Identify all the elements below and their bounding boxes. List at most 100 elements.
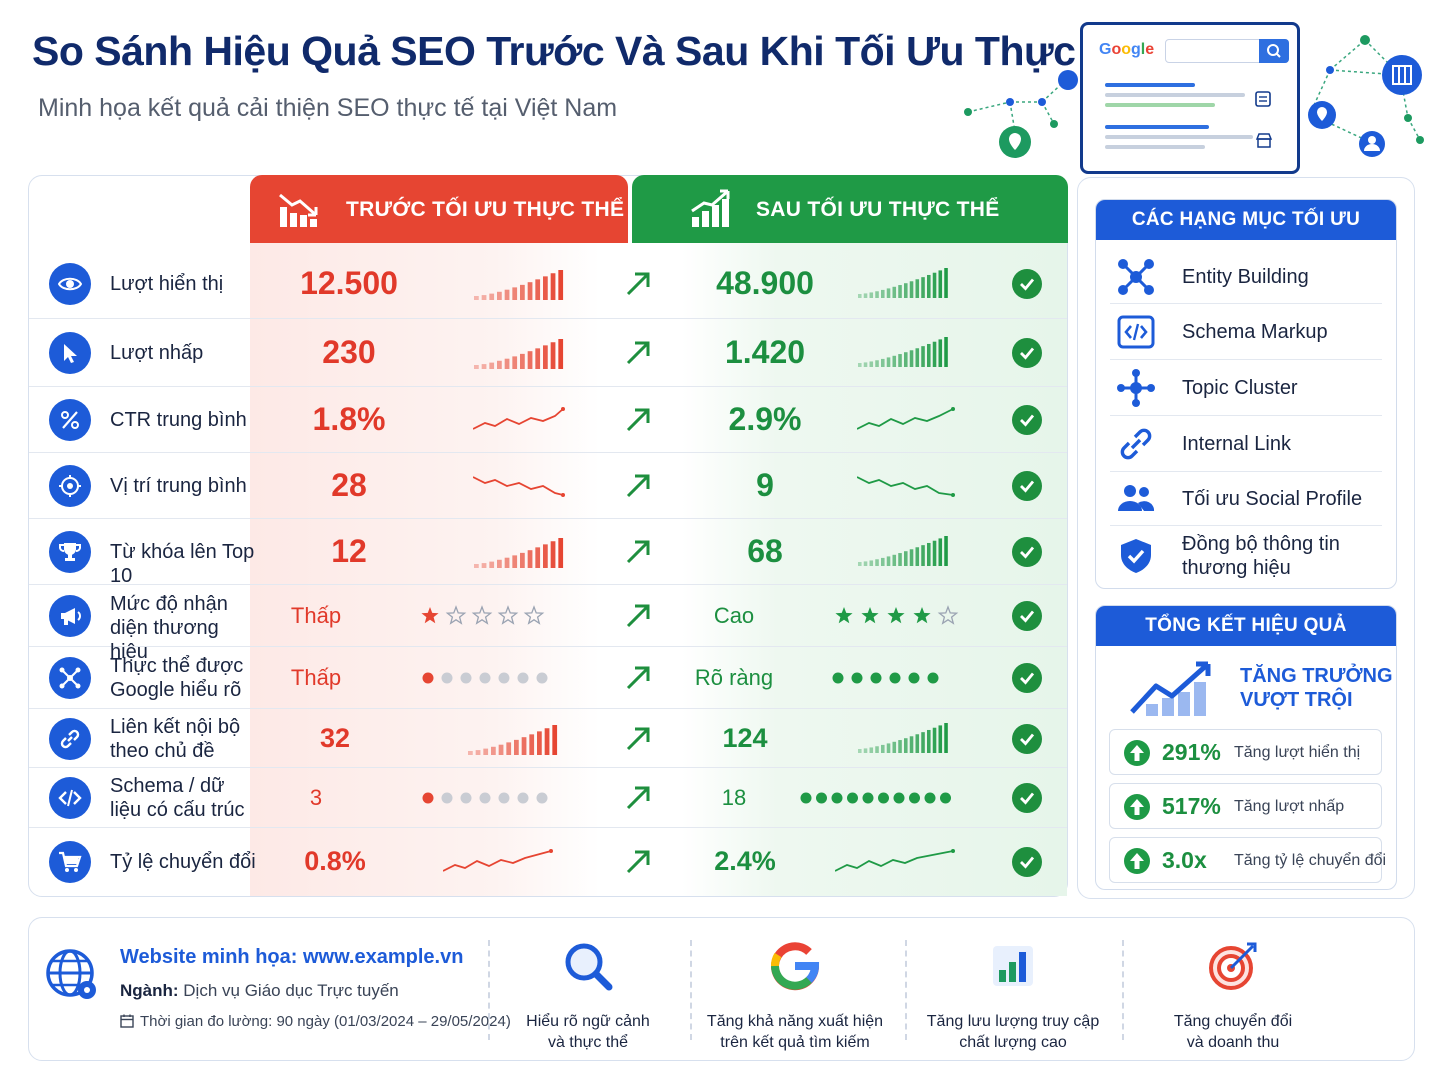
- trend-arrow-icon: [626, 341, 650, 365]
- eye-icon: [49, 263, 91, 305]
- metric-label: Lượt nhấp: [110, 342, 204, 364]
- users-icon: [1118, 485, 1155, 511]
- line-sparkline: [473, 407, 565, 430]
- trend-arrow-icon: [626, 474, 650, 498]
- search-icon: [565, 943, 613, 991]
- before-value: 230: [322, 334, 376, 370]
- after-value: Cao: [713, 603, 755, 628]
- code-icon: [1117, 315, 1155, 349]
- page-title: So Sánh Hiệu Quả SEO Trước Và Sau Khi Tố…: [32, 28, 1158, 74]
- after-value: 9: [756, 467, 774, 503]
- bar-sparkline: [474, 339, 564, 369]
- stat-label: Tăng lượt hiển thị: [1234, 744, 1361, 761]
- metric-label: Từ khóa lên Top 10: [110, 541, 255, 587]
- metric-label: CTR trung bình: [110, 409, 247, 431]
- bar-sparkline: [858, 722, 948, 753]
- after-header-title: SAU TỐI ƯU THỰC THỂ: [756, 198, 1000, 221]
- check-icon: [1012, 601, 1042, 631]
- category-label: Đồng bộ thông tin thương hiệu: [1182, 533, 1340, 579]
- google-search-window: Google: [1080, 22, 1300, 174]
- category-label: Entity Building: [1182, 266, 1309, 288]
- after-value: 1.420: [724, 334, 806, 370]
- check-icon: [1012, 537, 1042, 567]
- category-item: Internal Link: [1110, 416, 1382, 472]
- table-row: Từ khóa lên Top 10 12 68: [29, 519, 1067, 587]
- summary-stat: 291% Tăng lượt hiển thị: [1109, 729, 1382, 775]
- metric-label: Lượt hiển thị: [110, 273, 224, 295]
- line-sparkline: [443, 849, 553, 872]
- table-row: Lượt nhấp 230 1.420: [29, 319, 1067, 387]
- metric-label: Schema / dữ liệu có cấu trúc: [110, 775, 245, 821]
- before-header-title: TRƯỚC TỐI ƯU THỰC THỂ: [346, 198, 625, 221]
- table-row: Thực thể được Google hiểu rõ Thấp Rõ ràng: [29, 647, 1067, 709]
- after-column-bg: [682, 243, 1067, 896]
- after-value: Rõ ràng: [694, 665, 774, 690]
- growth-title: TĂNG TRƯỞNG VƯỢT TRỘI: [1240, 665, 1393, 711]
- feature-visibility: Tăng khả năng xuất hiện trên kết quả tìm …: [700, 940, 890, 1053]
- category-label: Topic Cluster: [1182, 377, 1298, 399]
- after-value: 2.9%: [728, 401, 802, 437]
- globe-icon: [46, 949, 96, 999]
- check-icon: [1012, 338, 1042, 368]
- feature-traffic: Tăng lưu lượng truy cập chất lượng cao: [918, 940, 1108, 1053]
- star-rating: [835, 605, 959, 625]
- percent-icon: [49, 399, 91, 441]
- metric-label: Mức độ nhận diện thương hiệu: [110, 593, 228, 663]
- check-icon: [1012, 471, 1042, 501]
- feature-conversion: Tăng chuyển đổi và doanh thu: [1138, 940, 1328, 1053]
- google-icon: [771, 942, 820, 991]
- category-label: Tối ưu Social Profile: [1182, 488, 1363, 510]
- megaphone-icon: [49, 595, 91, 637]
- after-value: 124: [722, 722, 768, 753]
- before-value: 28: [331, 467, 367, 503]
- before-value: Thấp: [290, 665, 342, 690]
- chart-icon: [993, 946, 1033, 986]
- after-value: 48.900: [716, 265, 814, 301]
- target-icon: [1209, 942, 1257, 990]
- website-url: Website minh họa: www.example.vn: [120, 946, 464, 968]
- check-icon: [1012, 783, 1042, 813]
- dot-rating: [422, 792, 548, 804]
- cursor-icon: [49, 332, 91, 374]
- stat-label: Tăng tỷ lệ chuyển đổi: [1234, 852, 1387, 869]
- footer-card: [28, 917, 1415, 1061]
- feature-context: Hiểu rõ ngữ cảnh và thực thể: [493, 940, 683, 1053]
- measurement-period: Thời gian đo lường: 90 ngày (01/03/2024 …: [120, 1013, 511, 1030]
- after-header: SAU TỐI ƯU THỰC THỂ: [632, 175, 1068, 243]
- check-icon: [1012, 269, 1042, 299]
- check-icon: [1012, 847, 1042, 877]
- industry-line: Ngành: Dịch vụ Giáo dục Trực tuyến: [120, 981, 399, 1000]
- metric-label: Tỷ lệ chuyển đổi: [110, 851, 256, 873]
- calendar-icon: [120, 1014, 134, 1028]
- trend-arrow-icon: [626, 666, 650, 690]
- link-icon: [1120, 428, 1152, 460]
- line-sparkline: [857, 476, 955, 497]
- page-subtitle: Minh họa kết quả cải thiện SEO thực tế t…: [38, 94, 618, 122]
- bar-sparkline: [858, 337, 948, 367]
- bar-sparkline: [474, 538, 564, 568]
- check-icon: [1012, 405, 1042, 435]
- category-item: Tối ưu Social Profile: [1110, 472, 1382, 526]
- trophy-icon: [49, 531, 91, 573]
- chart-up-icon: [691, 189, 730, 227]
- network-illustration: [964, 35, 1424, 158]
- list-icon: [1255, 91, 1271, 107]
- before-value: 12: [331, 533, 367, 569]
- bar-sparkline: [474, 270, 564, 300]
- right-panel-card: [1077, 177, 1415, 899]
- stat-value: 291%: [1162, 739, 1221, 765]
- bar-sparkline: [468, 724, 558, 755]
- before-value: Thấp: [290, 603, 342, 628]
- before-value: 0.8%: [304, 846, 366, 876]
- stat-value: 3.0x: [1162, 847, 1207, 873]
- check-icon: [1012, 663, 1042, 693]
- table-row: Tỷ lệ chuyển đổi 0.8% 2.4%: [29, 828, 1067, 896]
- before-header: TRƯỚC TỐI ƯU THỰC THỂ: [250, 175, 628, 243]
- dot-rating: [422, 672, 548, 684]
- line-sparkline: [473, 476, 565, 497]
- summary-stat: 3.0x Tăng tỷ lệ chuyển đổi: [1109, 837, 1386, 883]
- table-row: Lượt hiển thị 12.500 48.900: [29, 249, 1067, 319]
- categories-panel: CÁC HẠNG MỤC TỐI ƯU Entity Building Schem…: [1095, 199, 1397, 589]
- before-value: 12.500: [300, 265, 398, 301]
- category-item: Entity Building: [1110, 250, 1382, 304]
